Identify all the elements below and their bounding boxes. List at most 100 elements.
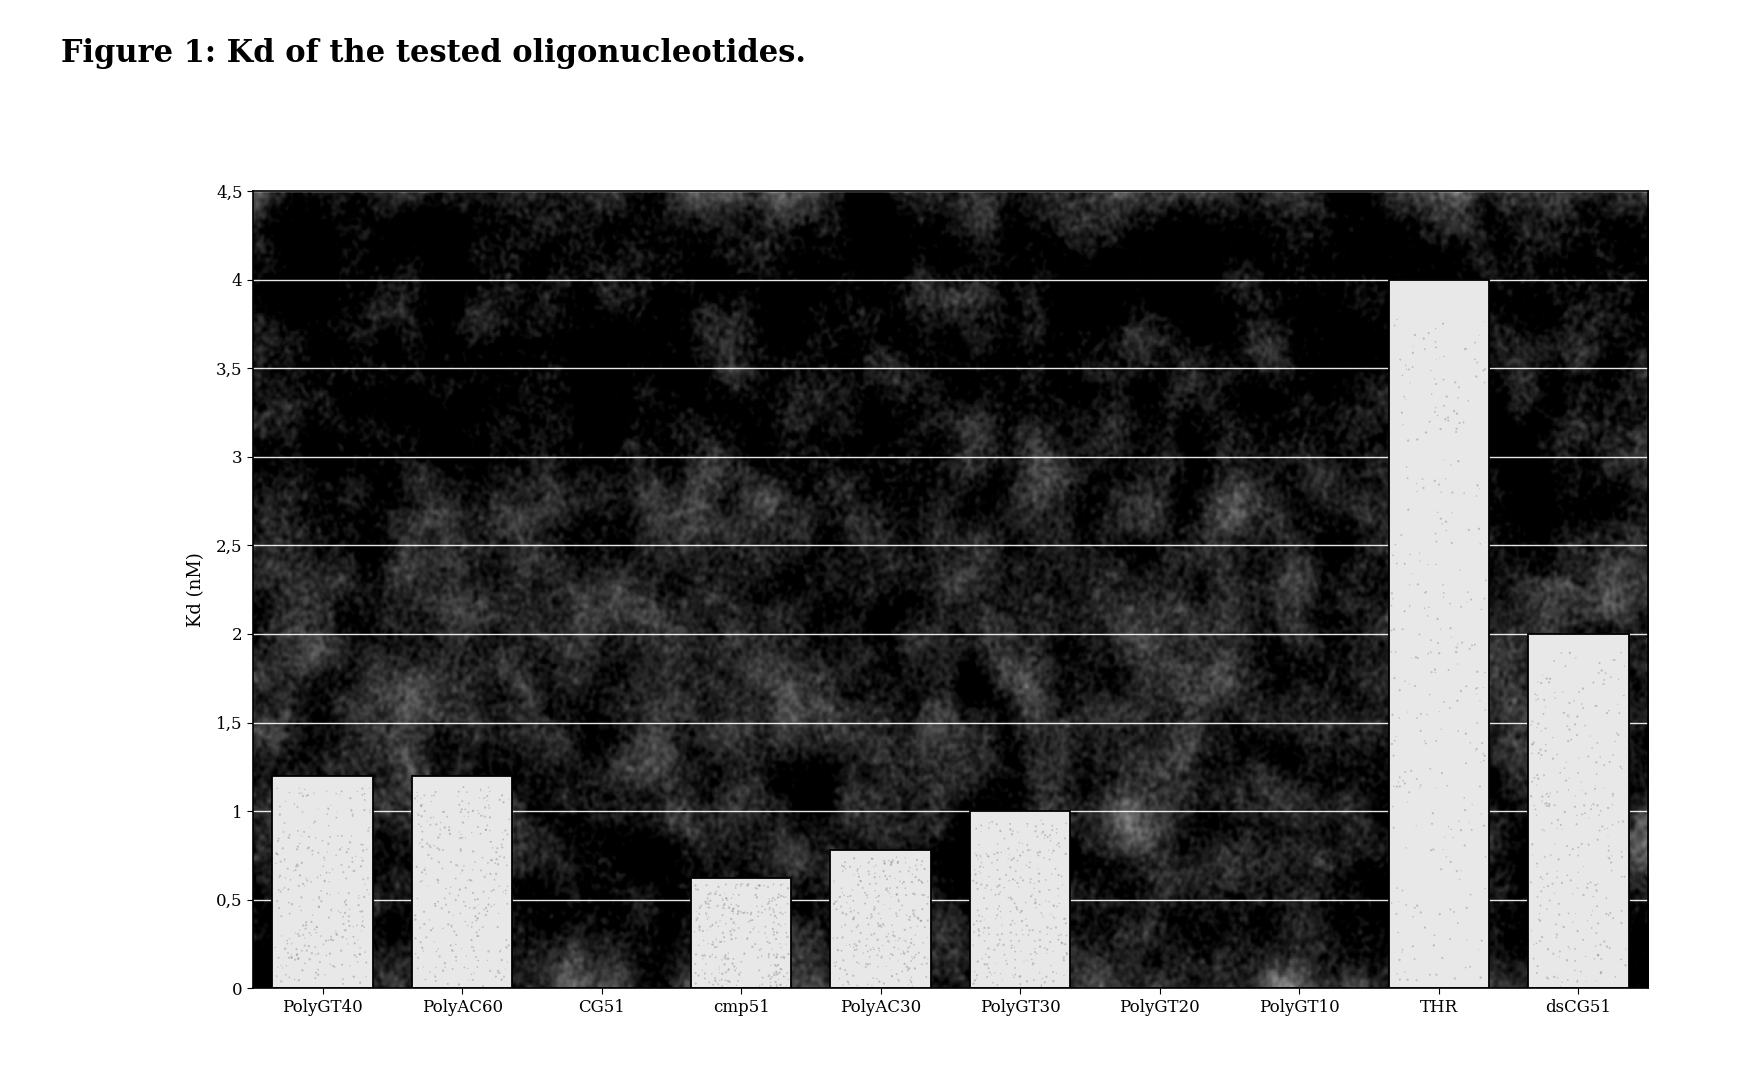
Point <box>828 883 856 901</box>
Point <box>875 879 903 897</box>
Point <box>736 924 764 941</box>
Point <box>743 880 771 898</box>
Point <box>898 866 926 883</box>
Point <box>262 845 290 863</box>
Point <box>312 864 340 881</box>
Point <box>1608 902 1636 919</box>
Point <box>692 894 720 912</box>
Point <box>464 802 492 819</box>
Point <box>1582 972 1610 989</box>
Point <box>1400 327 1428 344</box>
Point <box>1416 966 1444 984</box>
Point <box>1571 785 1599 803</box>
Point <box>347 848 375 866</box>
Point <box>767 960 795 977</box>
Point <box>767 939 795 957</box>
Point <box>485 964 513 982</box>
Point <box>870 895 898 913</box>
Point <box>1549 874 1577 891</box>
Point <box>1545 906 1573 924</box>
Point <box>856 910 884 927</box>
Point <box>349 870 377 888</box>
Point <box>284 857 312 875</box>
Point <box>855 975 882 993</box>
Point <box>262 939 290 957</box>
Point <box>846 933 874 950</box>
Point <box>975 940 1003 958</box>
Point <box>1528 821 1556 839</box>
Point <box>450 959 478 976</box>
Point <box>1393 470 1421 487</box>
Point <box>727 963 755 981</box>
Point <box>429 804 457 821</box>
Point <box>912 969 940 986</box>
Point <box>1467 753 1495 771</box>
Point <box>961 963 989 981</box>
Point <box>324 885 352 902</box>
Point <box>1570 857 1598 875</box>
Point <box>720 913 748 930</box>
Point <box>349 786 377 804</box>
Point <box>473 817 501 834</box>
Point <box>905 943 933 961</box>
Point <box>764 946 792 963</box>
Point <box>692 905 720 923</box>
Point <box>288 827 316 844</box>
Point <box>875 885 903 902</box>
Point <box>412 971 439 988</box>
Point <box>1383 555 1411 572</box>
Point <box>347 974 375 992</box>
Point <box>734 876 762 893</box>
Point <box>307 867 335 885</box>
Point <box>307 882 335 900</box>
Point <box>1442 405 1470 423</box>
Point <box>692 956 720 973</box>
Point <box>1038 957 1066 974</box>
Point <box>1465 520 1493 537</box>
Point <box>982 910 1010 927</box>
Point <box>762 897 790 914</box>
Point <box>457 918 485 936</box>
Point <box>865 917 893 935</box>
Point <box>869 915 896 933</box>
Point <box>328 928 356 946</box>
Point <box>481 968 509 985</box>
Point <box>1467 692 1495 710</box>
Point <box>973 969 1001 986</box>
Point <box>837 903 865 921</box>
Point <box>748 975 776 993</box>
Point <box>1018 954 1046 972</box>
Point <box>1535 970 1563 987</box>
Point <box>1596 753 1624 771</box>
Point <box>1393 703 1421 721</box>
Point <box>298 906 326 924</box>
Point <box>331 893 359 911</box>
Point <box>1430 693 1458 711</box>
Point <box>1390 388 1418 405</box>
Point <box>460 964 488 982</box>
Point <box>441 948 469 965</box>
Point <box>691 893 719 911</box>
Point <box>964 923 992 940</box>
Point <box>1463 487 1491 505</box>
Point <box>1029 816 1057 833</box>
Point <box>1573 879 1601 897</box>
Point <box>820 873 848 890</box>
Point <box>277 949 305 966</box>
Point <box>1025 931 1053 949</box>
Point <box>881 927 909 945</box>
Point <box>755 949 783 966</box>
Point <box>877 888 905 905</box>
Point <box>1563 973 1591 990</box>
Point <box>352 953 380 971</box>
Point <box>488 839 516 856</box>
Point <box>424 840 452 857</box>
Point <box>1397 375 1425 392</box>
Point <box>286 784 314 802</box>
Point <box>724 902 752 919</box>
Point <box>272 869 300 887</box>
Point <box>354 881 382 899</box>
Point <box>882 879 910 897</box>
Point <box>474 779 502 796</box>
Point <box>715 900 743 917</box>
